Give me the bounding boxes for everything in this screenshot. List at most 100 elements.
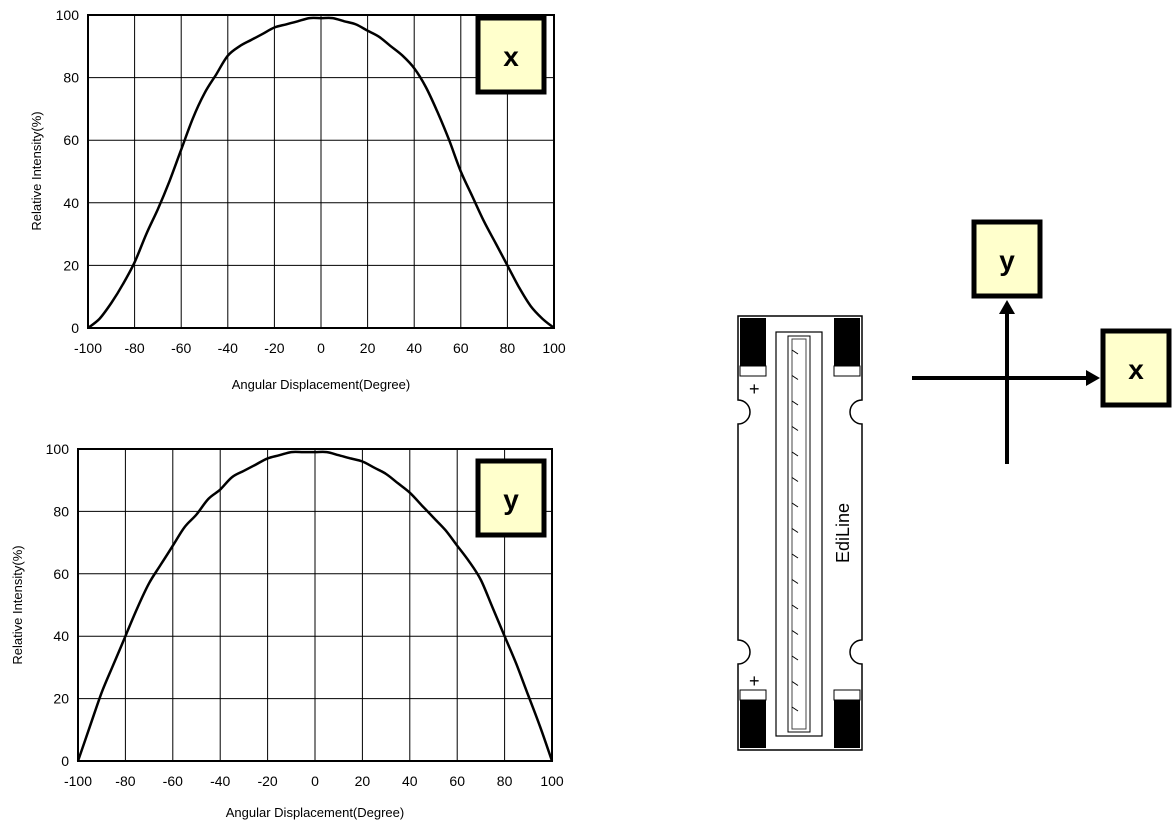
x-tick-labels: -100 -80 -60 -40 -20 0 20 40 60 80 100: [64, 773, 564, 789]
led-tick: [791, 426, 799, 431]
data-point: [262, 33, 264, 35]
data-point: [518, 286, 520, 288]
led-tick: [791, 451, 799, 457]
x-tick-label: -40: [210, 773, 230, 789]
data-point: [460, 170, 462, 172]
data-point: [506, 264, 508, 266]
x-tick-label: 80: [497, 773, 513, 789]
data-point: [343, 20, 345, 22]
data-point: [136, 607, 138, 609]
pad-strip-tl: [739, 365, 767, 377]
data-point: [297, 20, 299, 22]
data-point: [184, 526, 186, 528]
y-tick-label: 20: [63, 257, 79, 273]
led-strip-ticks: [791, 349, 799, 712]
x-tick-label: 20: [360, 340, 376, 356]
x-tick-label: -20: [257, 773, 277, 789]
badge-box: [475, 15, 547, 95]
data-point: [238, 45, 240, 47]
data-point: [539, 726, 541, 728]
data-point: [397, 482, 399, 484]
data-point: [302, 451, 304, 453]
data-point: [480, 579, 482, 581]
data-point: [157, 208, 159, 210]
data-point: [192, 117, 194, 119]
x-tick-label: -100: [64, 773, 92, 789]
y-tick-label: 40: [63, 195, 79, 211]
y-tick-label: 60: [63, 132, 79, 148]
x-tick-label: 80: [500, 340, 516, 356]
data-point: [219, 488, 221, 490]
polarity-top: +: [749, 379, 760, 399]
led-tick: [791, 553, 799, 559]
data-point: [250, 39, 252, 41]
led-tick: [791, 349, 799, 355]
data-point: [425, 86, 427, 88]
data-point: [203, 92, 205, 94]
badge-box: [1100, 328, 1172, 408]
x-tick-label: 0: [311, 773, 319, 789]
pad-bottom-left: [740, 700, 766, 748]
data-point: [503, 635, 505, 637]
chart-y: -100 -80 -60 -40 -20 0 20 40 60 80 100 0 20 40 60 80 10…: [10, 441, 564, 820]
data-point: [349, 457, 351, 459]
x-tick-label: -20: [264, 340, 284, 356]
data-point: [195, 513, 197, 515]
y-tick-label: 40: [53, 628, 69, 644]
x-tick-label: -40: [218, 340, 238, 356]
led-tick: [791, 375, 799, 380]
data-point: [413, 67, 415, 69]
series-line: [87, 16, 555, 329]
led-tick: [791, 502, 799, 508]
data-point: [409, 492, 411, 494]
data-point: [99, 317, 101, 319]
x-tick-label: 100: [540, 773, 564, 789]
x-tick-label: -80: [115, 773, 135, 789]
data-point: [314, 451, 316, 453]
y-tick-label: 100: [56, 7, 80, 23]
data-point: [101, 691, 103, 693]
data-point: [373, 467, 375, 469]
data-point: [527, 694, 529, 696]
data-point: [361, 460, 363, 462]
data-point: [326, 451, 328, 453]
pad-strip-bl: [739, 689, 767, 701]
data-point: [89, 726, 91, 728]
badge-label: x: [1128, 354, 1144, 385]
data-point: [273, 26, 275, 28]
badge-label: x: [503, 41, 519, 72]
axis-badge-x: x: [1100, 328, 1172, 408]
data-point: [401, 55, 403, 57]
x-tick-label: -60: [163, 773, 183, 789]
led-tick: [791, 400, 799, 406]
data-point: [456, 545, 458, 547]
data-point: [243, 470, 245, 472]
led-tick: [791, 477, 799, 482]
data-point: [331, 17, 333, 19]
led-tick: [791, 681, 799, 686]
data-point: [471, 195, 473, 197]
led-strip-core: [791, 338, 807, 730]
badge-label: y: [503, 484, 519, 515]
x-tick-label: -60: [171, 340, 191, 356]
y-tick-label: 60: [53, 566, 69, 582]
x-axis-label: Angular Displacement(Degree): [226, 805, 404, 820]
axis-badge-y: y: [971, 219, 1043, 299]
data-point: [320, 17, 322, 19]
x-tick-label: 20: [355, 773, 371, 789]
pad-bottom-right: [834, 700, 860, 748]
pad-top-right: [834, 318, 860, 366]
data-point: [227, 55, 229, 57]
x-tick-label: -100: [74, 340, 102, 356]
data-point: [133, 261, 135, 263]
data-point: [483, 220, 485, 222]
data-point: [290, 451, 292, 453]
x-tick-label: 60: [449, 773, 465, 789]
y-tick-label: 80: [53, 503, 69, 519]
data-point: [308, 17, 310, 19]
led-module-diagram: + + EdiLine y x: [737, 219, 1172, 751]
data-point: [338, 454, 340, 456]
polarity-bottom: +: [749, 671, 760, 691]
led-tick: [791, 655, 799, 661]
data-point: [122, 283, 124, 285]
